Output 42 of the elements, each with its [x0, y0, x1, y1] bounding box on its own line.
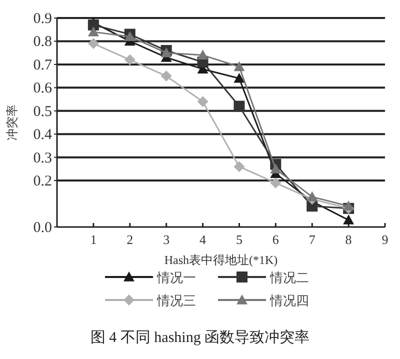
point: [197, 96, 208, 108]
y-tick-label: 0.3: [33, 150, 52, 166]
legend-label: 情况三: [156, 293, 196, 308]
x-axis-title: Hash表中得地址(*1K): [164, 253, 278, 267]
point: [270, 163, 282, 174]
x-tick-label: 2: [126, 232, 134, 247]
point: [88, 19, 99, 30]
point: [124, 54, 136, 66]
x-tick-label: 5: [236, 232, 242, 247]
y-tick-label: 0.4: [33, 127, 52, 144]
y-tick-label: 0.8: [33, 34, 52, 50]
x-tick-label: 4: [200, 232, 207, 247]
y-tick-label: 0.7: [33, 57, 52, 74]
point: [234, 100, 245, 112]
legend-label: 情况一: [156, 270, 196, 285]
y-tick-label: 0.5: [33, 104, 52, 120]
point: [197, 50, 208, 60]
point: [234, 72, 245, 83]
x-tick-label: 8: [345, 232, 352, 247]
point: [234, 161, 245, 172]
point: [306, 191, 318, 202]
x-tick-label: 1: [90, 232, 97, 247]
x-tick-label: 3: [163, 232, 170, 247]
point: [88, 38, 99, 50]
y-axis-title: 冲突率: [5, 104, 19, 140]
x-tick-label: 7: [308, 232, 316, 247]
caption: 图 4 不同 hashing 函数导致冲突率: [90, 329, 310, 346]
x-tick-label: 9: [382, 232, 388, 247]
y-tick-label: 0.2: [33, 174, 52, 190]
y-tick-label: 0.9: [33, 11, 52, 27]
point: [124, 31, 136, 41]
y-tick-label: 0.0: [33, 220, 52, 236]
point: [160, 70, 172, 82]
point: [343, 214, 354, 224]
x-tick-label: 6: [272, 232, 280, 247]
legend-label: 情况二: [269, 270, 309, 285]
point: [343, 200, 354, 210]
point: [88, 26, 99, 36]
point: [270, 177, 282, 188]
point: [234, 61, 245, 72]
legend-label: 情况四: [269, 293, 309, 308]
y-tick-label: 0.6: [33, 80, 52, 97]
